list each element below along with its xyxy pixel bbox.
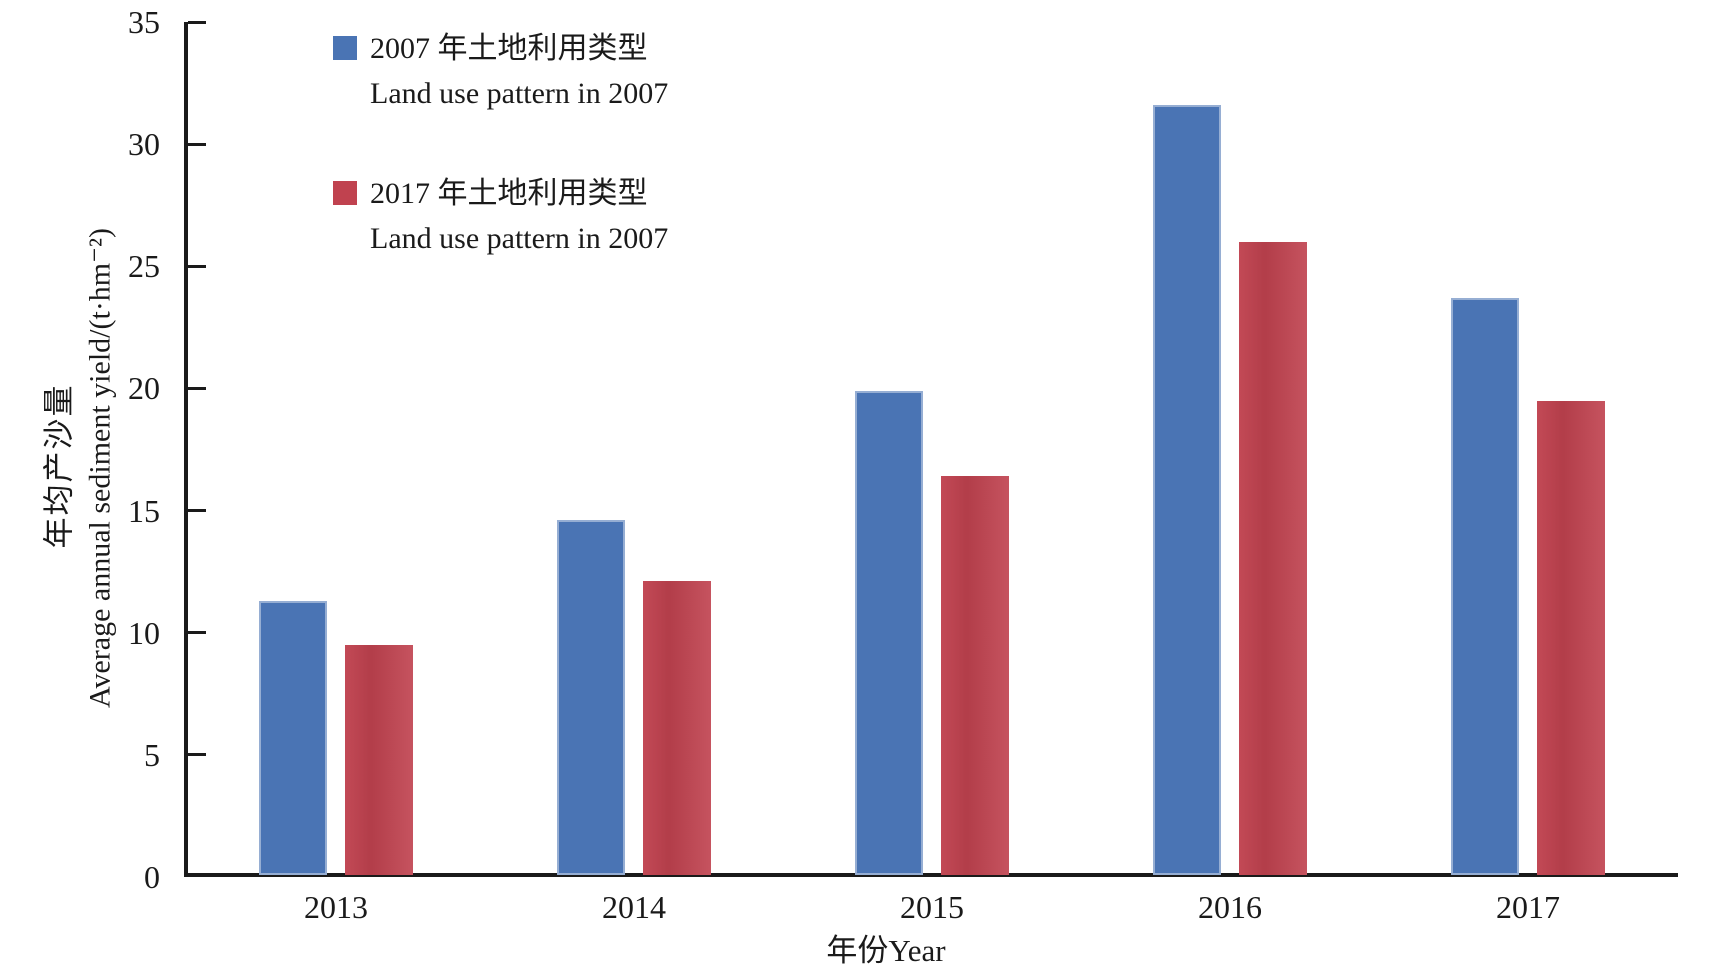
bar-2016-series1 — [1239, 241, 1307, 875]
legend: 2007 年土地利用类型 Land use pattern in 2007 20… — [333, 26, 668, 261]
y-axis-tick — [188, 264, 206, 268]
y-axis-tick-label: 25 — [128, 248, 160, 285]
plot-area — [184, 22, 1678, 877]
bar-2013-series1 — [345, 644, 413, 875]
legend-label-2017-en: Land use pattern in 2007 — [370, 222, 669, 255]
bar-2013-series0 — [259, 600, 327, 875]
legend-label-2007-en: Land use pattern in 2007 — [370, 77, 669, 110]
y-axis-tick — [188, 386, 206, 390]
y-axis-tick — [188, 142, 206, 146]
legend-swatch-blue — [333, 36, 357, 60]
y-axis-tick-label: 0 — [144, 859, 160, 895]
legend-swatch-red — [333, 181, 357, 205]
y-axis-tick-label: 30 — [128, 126, 160, 163]
bar-2015-series1 — [941, 476, 1009, 875]
y-axis-tick-label: 10 — [128, 614, 160, 651]
y-axis-tick — [188, 509, 206, 513]
legend-entry-2007: 2007 年土地利用类型 Land use pattern in 2007 — [333, 26, 668, 116]
x-axis-tick-label: 2013 — [304, 889, 368, 925]
y-axis-tick-label: 5 — [144, 736, 160, 773]
x-axis-title: 年份Year — [826, 933, 946, 968]
legend-entry-2017: 2017 年土地利用类型 Land use pattern in 2007 — [333, 171, 668, 261]
y-axis-tick — [188, 20, 206, 24]
legend-label-2007: 2007 年土地利用类型 Land use pattern in 2007 — [370, 26, 668, 116]
bar-2017-series0 — [1451, 298, 1519, 875]
y-axis-tick-label: 35 — [128, 4, 160, 40]
bar-2015-series0 — [855, 390, 923, 875]
x-axis-tick-label: 2016 — [1198, 889, 1262, 925]
bar-2014-series0 — [557, 520, 625, 875]
bar-2017-series1 — [1537, 400, 1605, 875]
legend-label-2007-zh: 2007 年土地利用类型 — [370, 32, 648, 65]
y-axis-tick — [188, 631, 206, 635]
y-axis-tick-label: 20 — [128, 370, 160, 407]
y-axis-tick-label: 15 — [128, 492, 160, 529]
x-axis-tick-label: 2014 — [602, 889, 666, 925]
legend-label-2017: 2017 年土地利用类型 Land use pattern in 2007 — [370, 171, 668, 261]
x-axis-tick-label: 2017 — [1496, 889, 1560, 925]
x-axis-tick-label: 2015 — [900, 889, 964, 925]
bar-2016-series0 — [1153, 105, 1221, 875]
y-axis-tick — [188, 753, 206, 757]
bar-2014-series1 — [643, 581, 711, 875]
legend-label-2017-zh: 2017 年土地利用类型 — [370, 177, 648, 210]
